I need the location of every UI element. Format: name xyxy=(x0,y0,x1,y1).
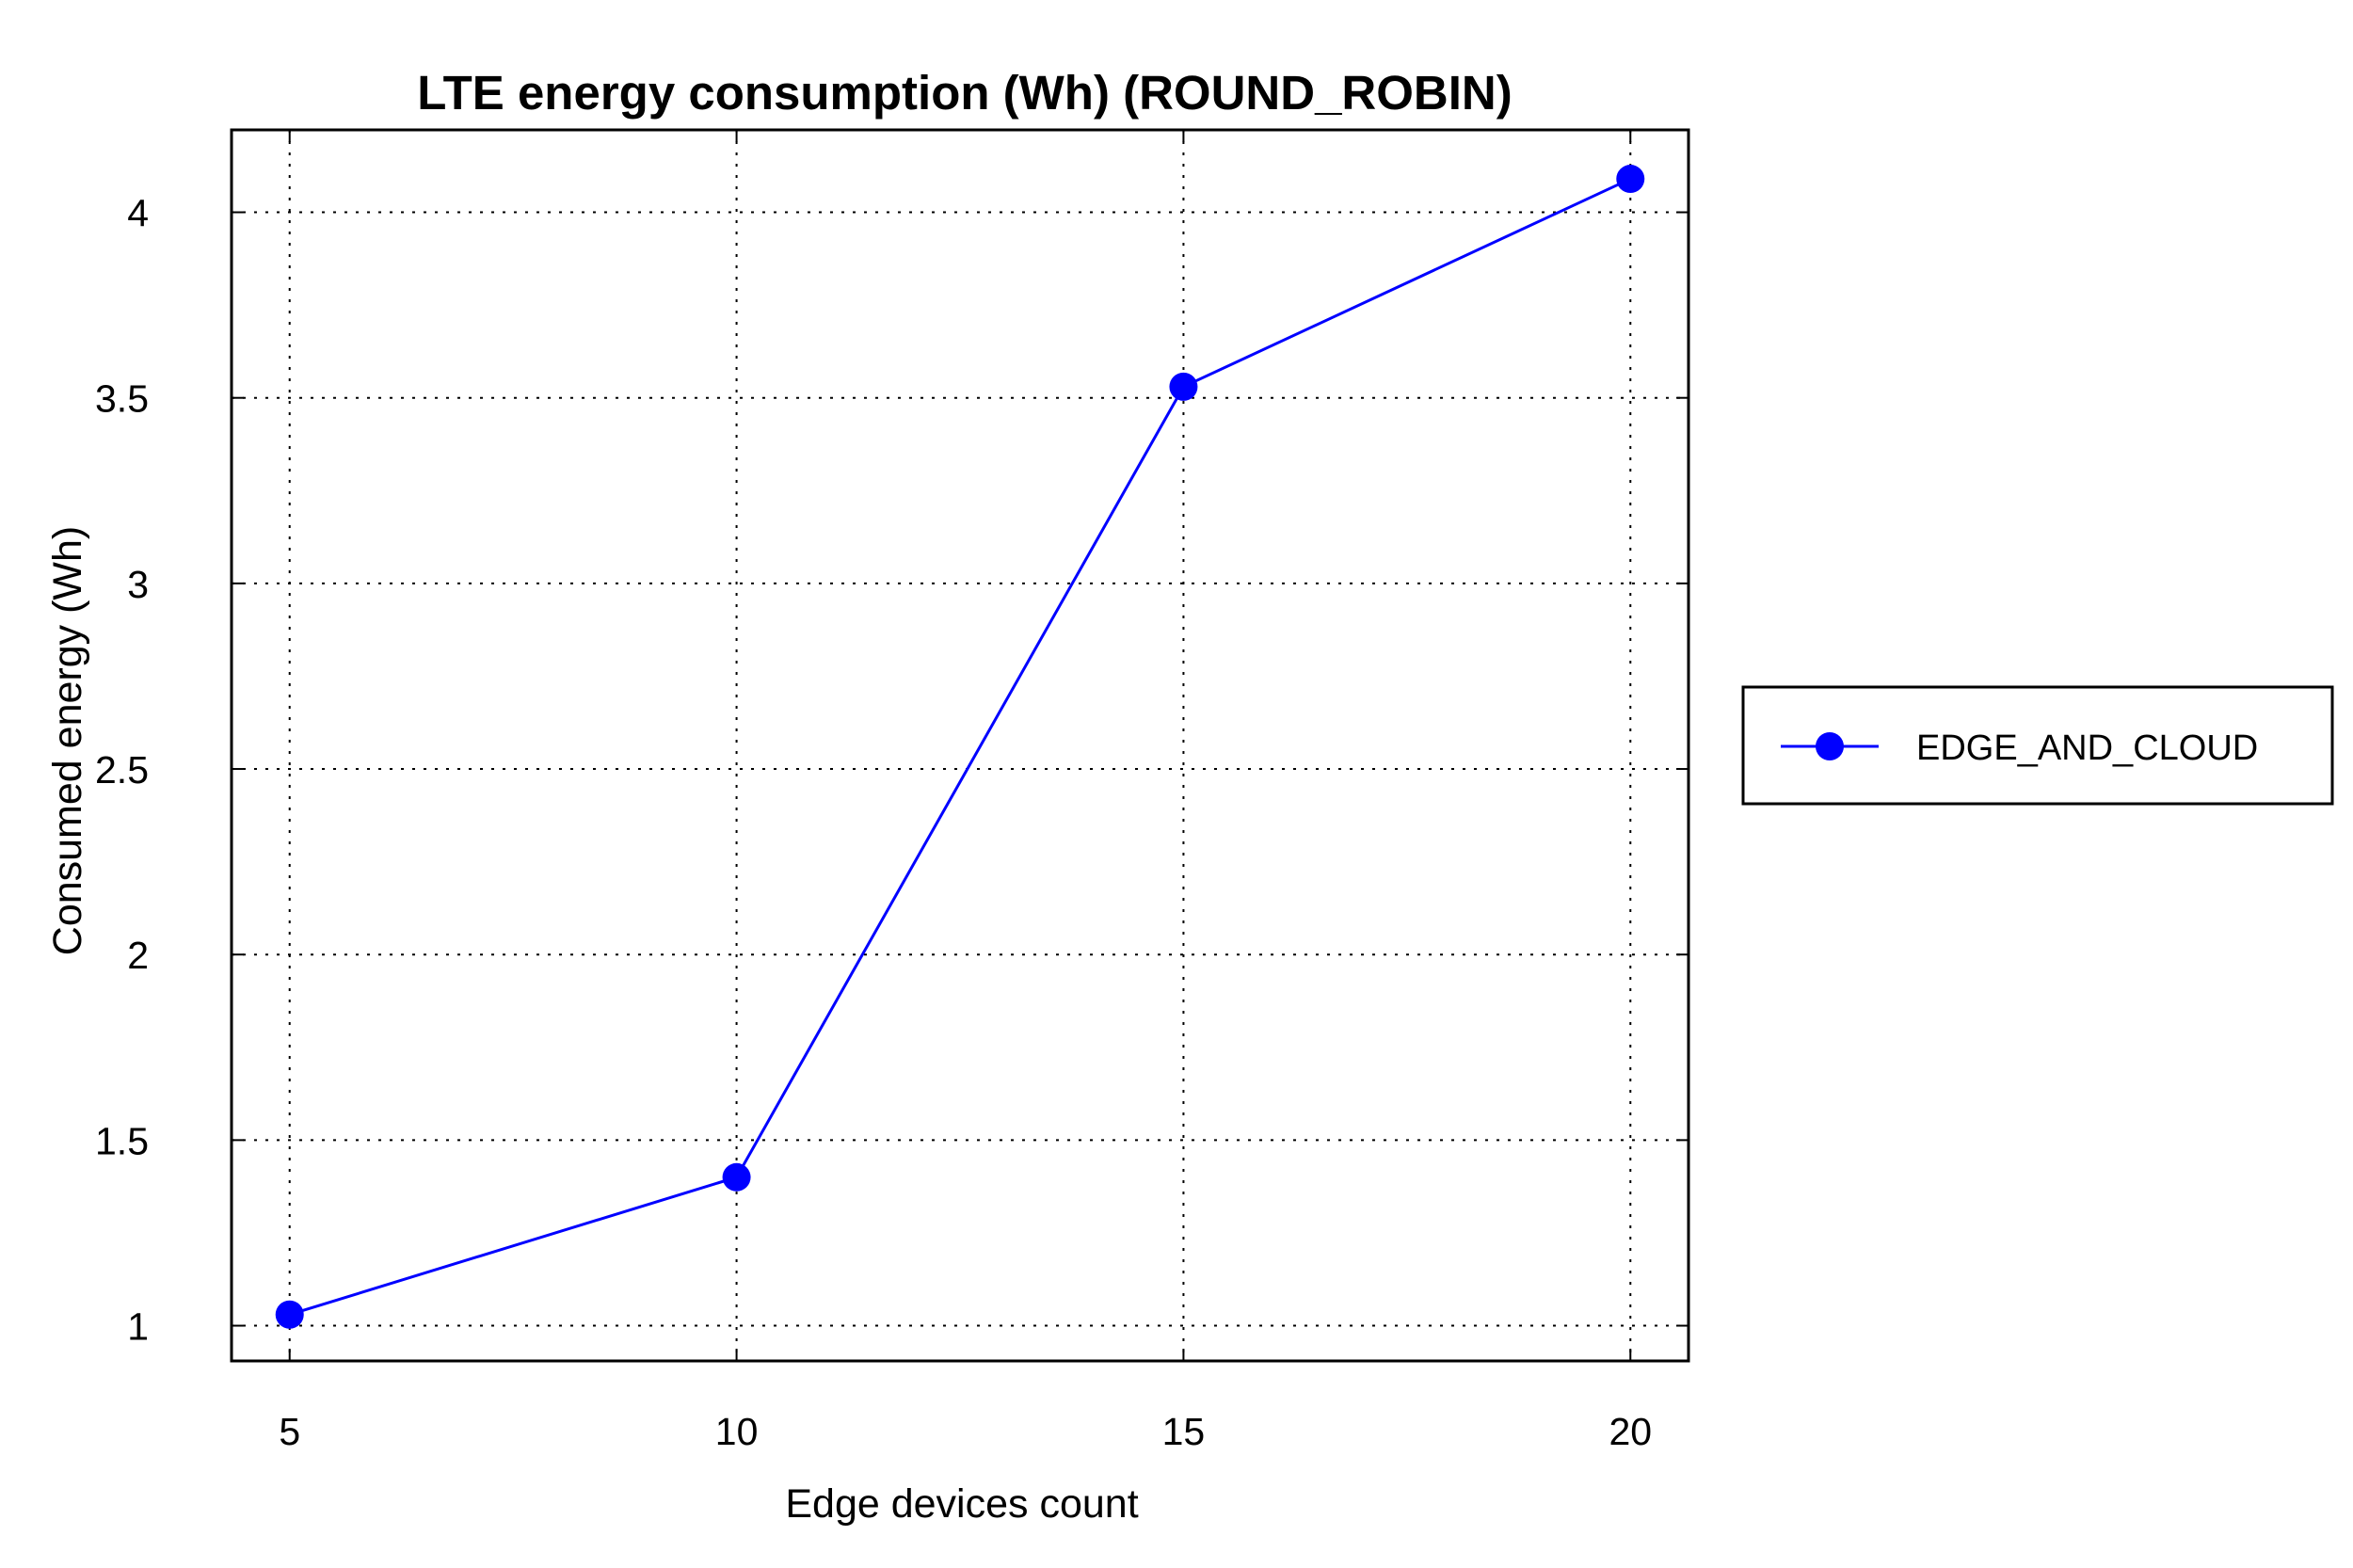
x-tick-label: 10 xyxy=(715,1410,759,1453)
y-tick-label: 4 xyxy=(127,192,149,235)
y-tick-label: 1.5 xyxy=(95,1119,149,1162)
x-tick-label: 15 xyxy=(1162,1410,1206,1453)
y-axis-label: Consumed energy (Wh) xyxy=(45,526,90,955)
y-tick-label: 2 xyxy=(127,934,149,977)
chart-title: LTE energy consumption (Wh) (ROUND_ROBIN… xyxy=(417,66,1513,120)
series-line xyxy=(289,177,1631,1317)
y-tick-label: 3 xyxy=(127,563,149,606)
series-layer xyxy=(275,165,1645,1329)
data-point xyxy=(1169,372,1198,401)
grid xyxy=(232,130,1689,1361)
data-point xyxy=(722,1162,751,1192)
y-tick-label: 2.5 xyxy=(95,748,149,792)
y-tick-labels: 1 1.5 2 2.5 3 3.5 4 xyxy=(95,192,149,1349)
data-point xyxy=(1616,165,1645,194)
x-tick-labels: 5 10 15 20 xyxy=(279,1410,1652,1453)
plot-frame xyxy=(230,128,1690,1363)
legend: EDGE_AND_CLOUD xyxy=(1741,685,2334,806)
x-axis-label: Edge devices count xyxy=(785,1481,1138,1527)
legend-label: EDGE_AND_CLOUD xyxy=(1916,728,2258,768)
x-tick-label: 5 xyxy=(279,1410,300,1453)
y-tick-label: 3.5 xyxy=(95,377,149,421)
data-point xyxy=(275,1300,304,1329)
legend-marker-swatch xyxy=(1816,732,1844,760)
y-tick-label: 1 xyxy=(127,1305,149,1349)
x-tick-label: 20 xyxy=(1609,1410,1652,1453)
axis-ticks xyxy=(232,130,1689,1361)
